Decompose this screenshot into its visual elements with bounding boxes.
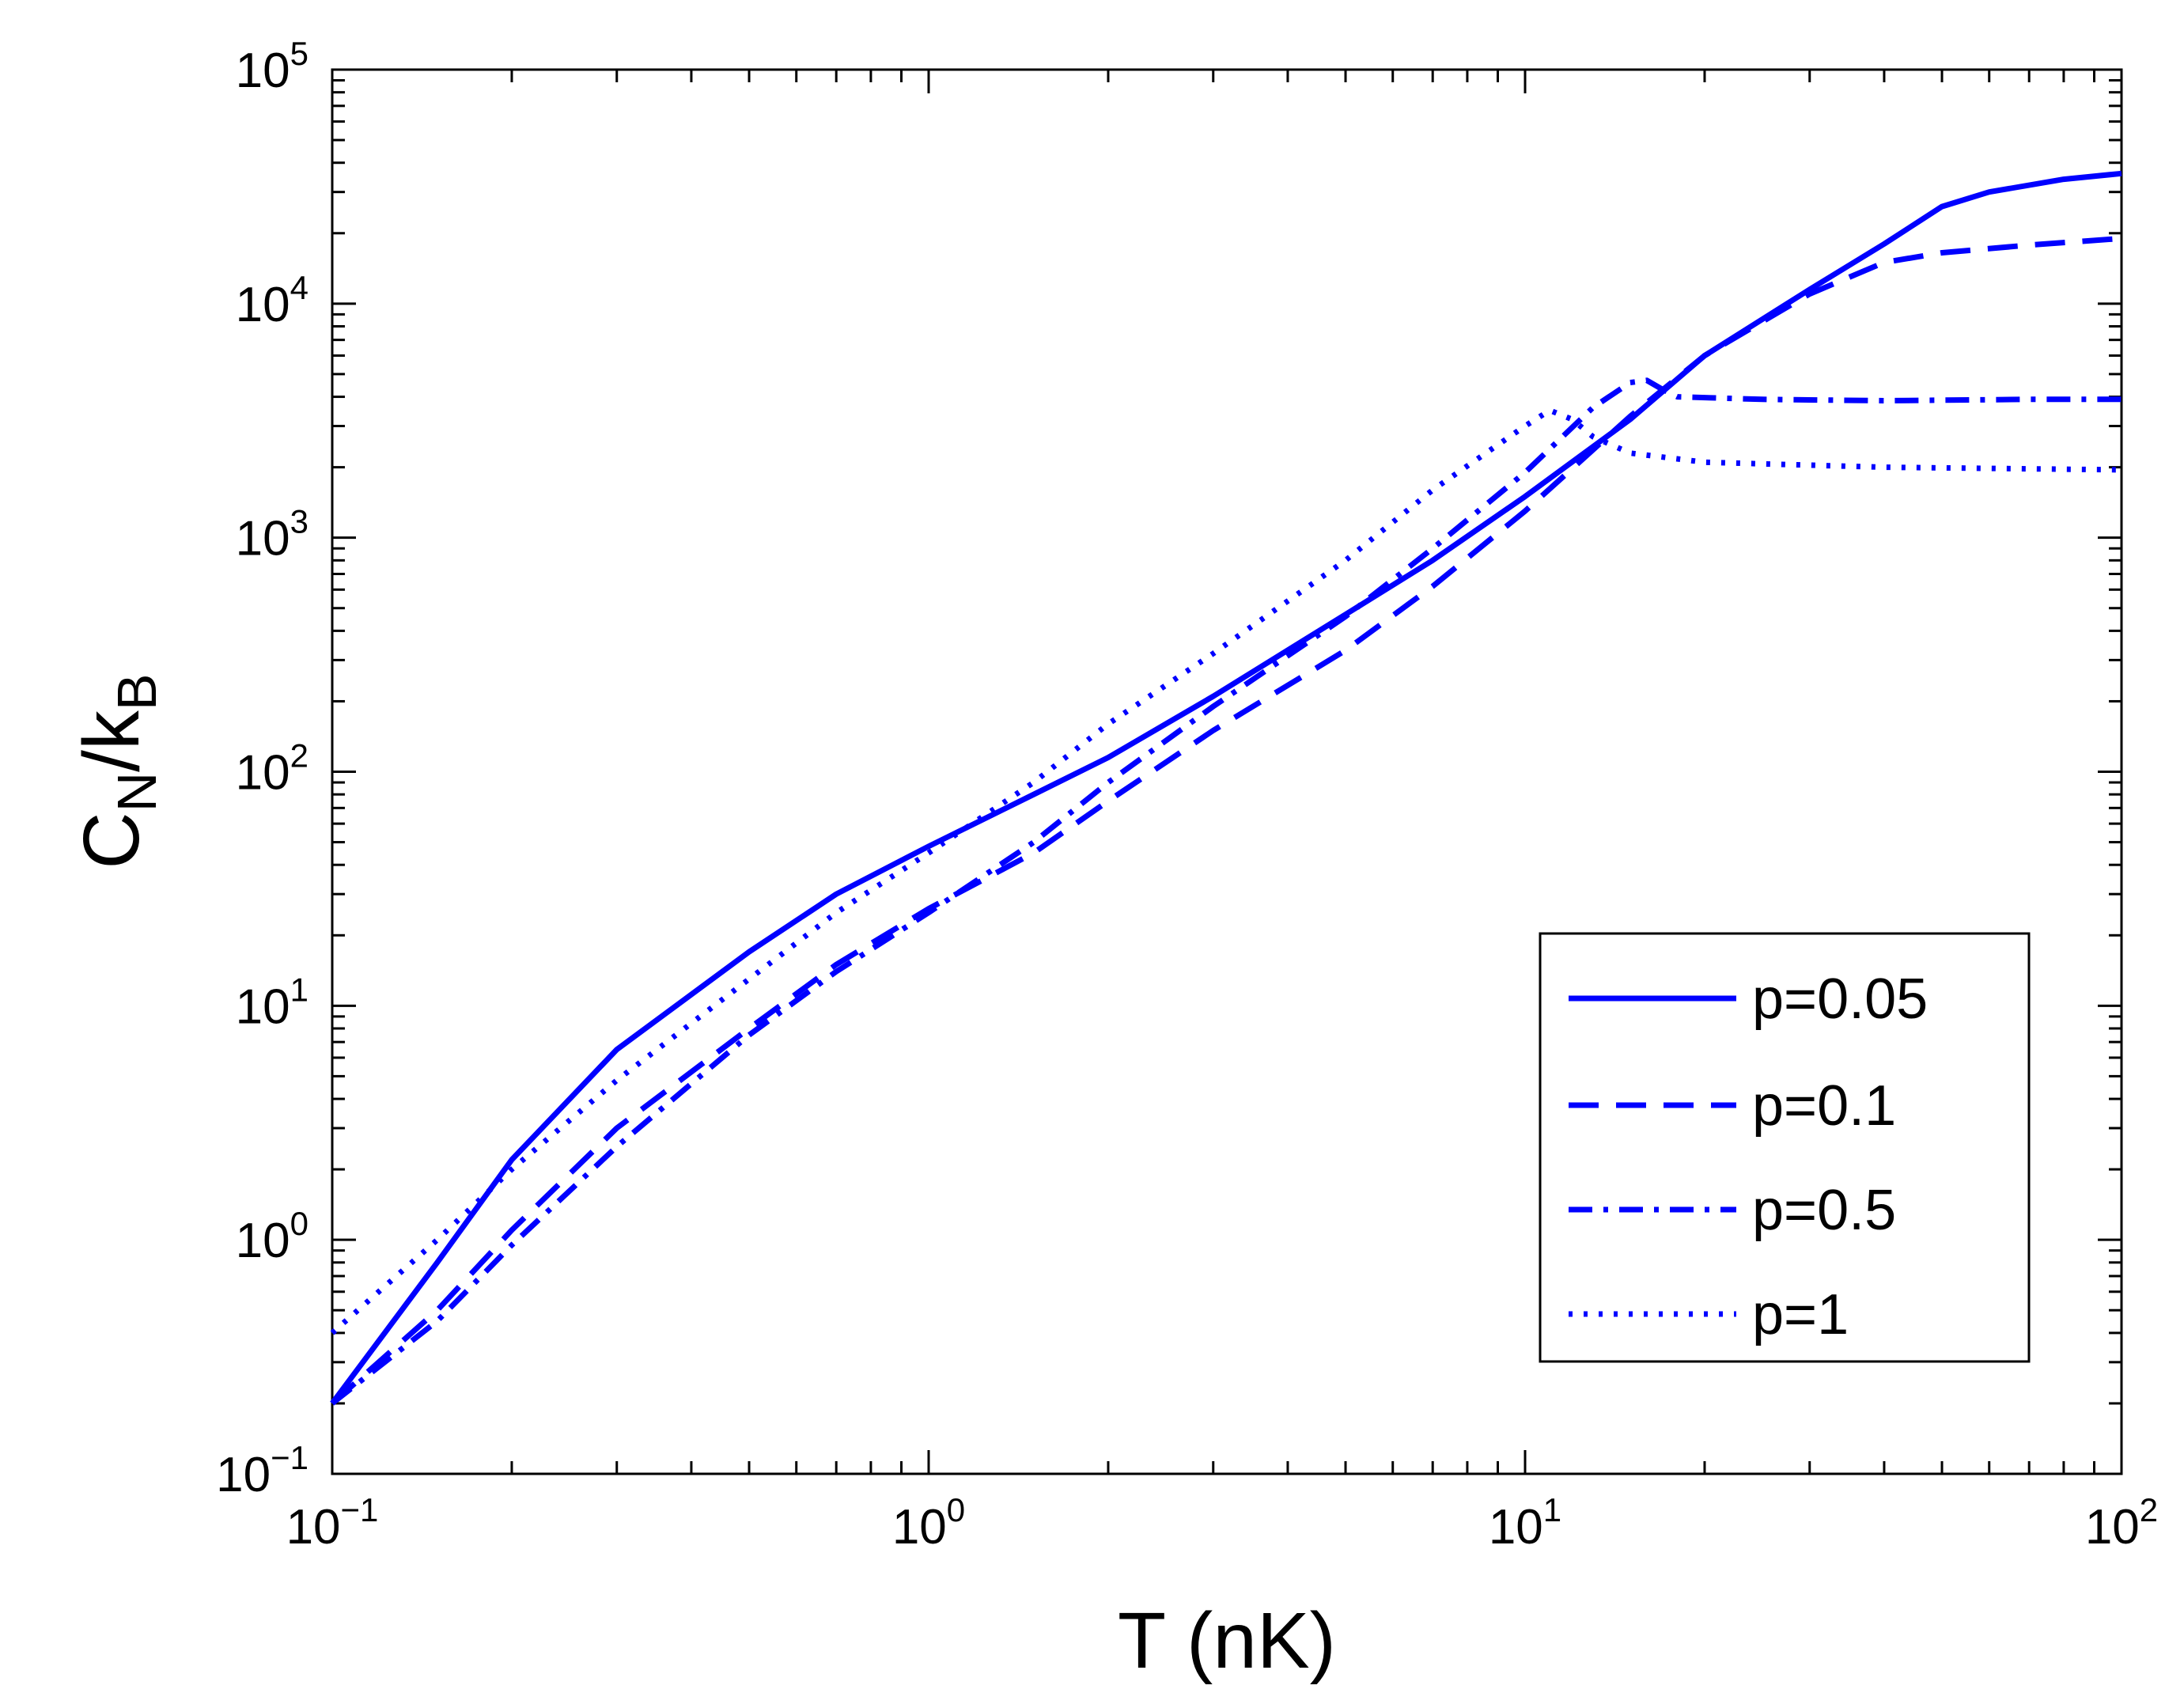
legend-label: p=0.1 <box>1752 1074 1896 1138</box>
y-tick-label: 101 <box>236 971 308 1034</box>
y-tick-label: 103 <box>236 503 308 566</box>
y-axis-title: CN/kB <box>67 673 168 869</box>
y-tick-label: 10−1 <box>216 1439 308 1502</box>
x-tick-label: 100 <box>892 1491 965 1555</box>
x-tick-label: 10−1 <box>286 1491 379 1555</box>
legend: p=0.05 p=0.1 p=0.5 p=1 <box>1539 932 2031 1363</box>
series-line-p-1 <box>330 407 2122 1335</box>
x-axis-title: T (nK) <box>1118 1596 1336 1685</box>
tick-labels: 10−1 100 101 102 10−1 100 101 102 103 104 105 <box>216 35 2158 1555</box>
legend-label: p=1 <box>1752 1283 1849 1346</box>
x-tick-label: 101 <box>1489 1491 1561 1555</box>
y-axis-title-main1: C <box>67 812 156 869</box>
legend-label: p=0.5 <box>1752 1179 1896 1242</box>
series-line-p-0-5 <box>330 377 2122 1406</box>
legend-items: p=0.05 p=0.1 p=0.5 p=1 <box>1569 968 1928 1346</box>
series-lines <box>330 170 2122 1406</box>
y-axis-title-main2: /k <box>67 710 156 772</box>
y-tick-label: 104 <box>236 269 308 332</box>
legend-label: p=0.05 <box>1752 968 1928 1031</box>
x-tick-label: 102 <box>2085 1491 2158 1555</box>
series-line-p-0-1 <box>330 235 2122 1406</box>
y-tick-label: 105 <box>236 35 308 98</box>
legend-box <box>1539 932 2031 1363</box>
y-tick-label: 102 <box>236 737 308 801</box>
y-axis-title-sub2: B <box>106 673 168 710</box>
y-tick-label: 100 <box>236 1205 308 1268</box>
y-axis-title-sub1: N <box>106 772 168 812</box>
